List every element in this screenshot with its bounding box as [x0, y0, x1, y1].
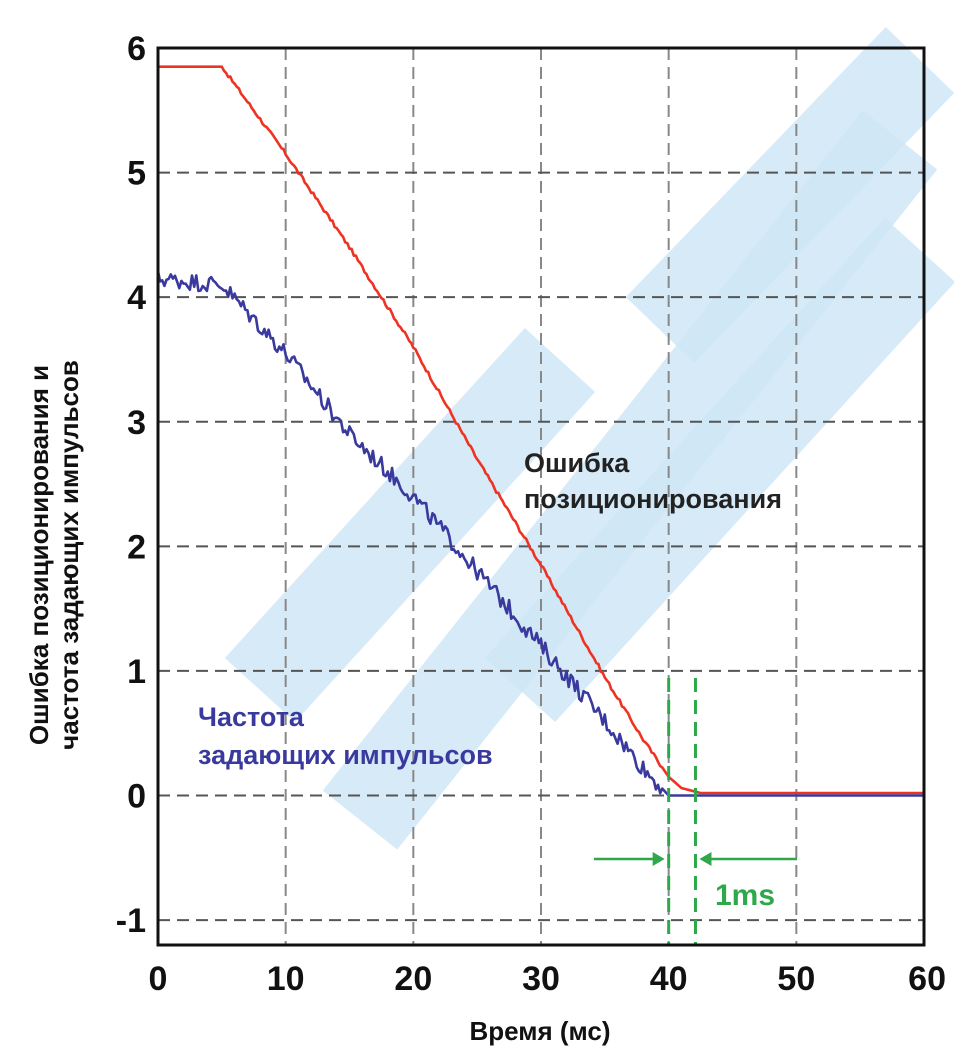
- x-tick-label: 10: [267, 960, 305, 998]
- y-tick-label: 2: [127, 528, 146, 566]
- x-tick-label: 60: [908, 960, 946, 998]
- y-axis-label-line-2: частота задающих импульсов: [54, 360, 84, 750]
- x-tick-labels: 0 10 20 30 40 50 60: [149, 960, 946, 998]
- watermark-stripe: [484, 218, 954, 722]
- x-axis-label: Время (мс): [469, 1016, 610, 1046]
- y-tick-labels: 6 5 4 3 2 1 0 -1: [116, 30, 146, 940]
- x-tick-label: 50: [777, 960, 815, 998]
- watermark-stripe: [224, 328, 596, 722]
- y-tick-label: 5: [127, 155, 146, 193]
- x-tick-label: 20: [394, 960, 432, 998]
- series-line-pulse-frequency: [156, 270, 924, 797]
- watermark-stripe: [625, 27, 954, 363]
- x-tick-label: 0: [149, 960, 168, 998]
- interval-label: 1ms: [715, 879, 775, 912]
- interval-arrow-left-head: [652, 852, 665, 866]
- y-tick-label: 1: [127, 653, 146, 691]
- interval-marker: [594, 678, 797, 945]
- y-tick-label: 0: [127, 778, 146, 816]
- watermark: [224, 27, 954, 850]
- frequency-annotation-line-2: задающих импульсов: [198, 740, 493, 770]
- error-annotation-line-2: позиционирования: [524, 484, 782, 514]
- y-tick-label: 4: [127, 279, 146, 317]
- y-axis-label-line-1: Ошибка позиционирования и: [24, 365, 54, 745]
- series-line-position-error: [158, 65, 924, 795]
- interval-arrow-right-head: [699, 852, 712, 866]
- x-tick-label: 40: [650, 960, 688, 998]
- watermark-stripe: [322, 110, 938, 850]
- x-tick-label: 30: [522, 960, 560, 998]
- y-tick-label: -1: [116, 902, 146, 940]
- series-group: [156, 65, 924, 797]
- y-tick-label: 3: [127, 404, 146, 442]
- frequency-annotation-line-1: Частота: [198, 702, 305, 732]
- plot-frame: [156, 46, 926, 947]
- error-annotation-line-1: Ошибка: [524, 448, 630, 478]
- y-tick-label: 6: [127, 30, 146, 68]
